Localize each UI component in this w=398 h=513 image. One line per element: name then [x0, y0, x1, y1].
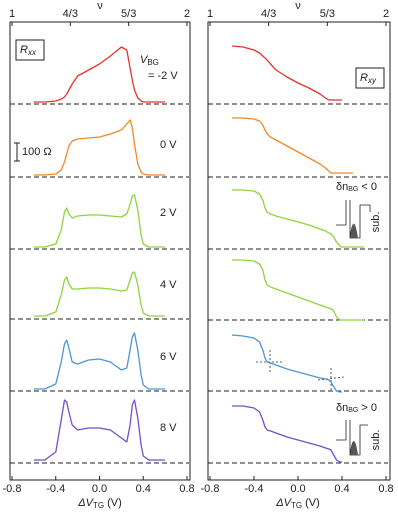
inset: δnBG > 0 sub. [336, 402, 382, 456]
inset-fill [350, 441, 358, 455]
label-box [355, 67, 385, 89]
trace [232, 259, 364, 321]
trace [33, 46, 166, 103]
top-tick-label: 2 [184, 8, 190, 20]
top-tick-label: 5/3 [121, 8, 136, 20]
x-label-sub: TG [93, 501, 104, 510]
panel-label-sub: xy [367, 76, 377, 85]
trace [231, 45, 342, 101]
inset-main: δn [336, 181, 348, 193]
inset-rest: < 0 [358, 181, 377, 193]
panel-label: Rxy [360, 72, 377, 85]
inset-main: δn [336, 402, 348, 414]
top-axis-label: ν [97, 0, 103, 12]
trace [232, 405, 342, 463]
top-tick-label: 5/3 [320, 8, 335, 20]
series-label: 6 V [160, 351, 177, 363]
inset-label: δnBG < 0 [336, 181, 377, 193]
x-tick-label: 0.0 [290, 483, 305, 495]
trace [33, 194, 166, 248]
inset: δnBG < 0 sub. [336, 181, 382, 239]
right-frame [207, 21, 391, 481]
trace [232, 117, 353, 174]
trace [33, 271, 166, 317]
trace [33, 119, 166, 176]
inset-rest: > 0 [358, 402, 377, 414]
trace [33, 332, 166, 390]
label-box [15, 39, 45, 61]
panel-label-main: R [360, 72, 368, 84]
top-tick-label: 4/3 [261, 8, 276, 20]
x-tick-label: 0.8 [378, 483, 393, 495]
x-tick-label: 0.4 [136, 483, 151, 495]
inset-side: sub. [370, 430, 382, 451]
top-axis-label: ν [295, 0, 301, 12]
trace [232, 189, 364, 248]
gate-label-sub: BG [147, 58, 159, 67]
panel-label: Rxx [20, 44, 37, 57]
trace [231, 334, 342, 393]
x-label-main: ΔV [275, 497, 292, 509]
inset-label: δnBG > 0 [336, 402, 377, 414]
series-label: 2 V [160, 207, 177, 219]
gate-label-main: V [140, 54, 149, 66]
x-axis-label: ΔVTG (V) [77, 497, 122, 510]
x-axis-label: ΔVTG (V) [275, 497, 320, 510]
x-tick-label: -0.4 [245, 483, 264, 495]
series-label: 4 V [160, 279, 177, 291]
top-tick-label: 1 [9, 8, 15, 20]
x-label-sub: TG [291, 501, 302, 510]
top-tick-label: 1 [207, 8, 213, 20]
trace [33, 399, 166, 461]
crosshair [256, 350, 345, 392]
x-tick-label: -0.8 [201, 483, 220, 495]
x-tick-label: 0.0 [92, 483, 107, 495]
top-tick-label: 2 [383, 8, 389, 20]
inset-sub: BG [348, 407, 358, 414]
inset-sub: BG [348, 186, 358, 193]
series-label: = -2 V [148, 70, 178, 82]
gate-label: VBG [140, 54, 159, 67]
inset-side: sub. [370, 212, 382, 233]
x-label-unit: (V) [302, 497, 320, 509]
x-tick-label: -0.8 [3, 483, 22, 495]
x-tick-label: -0.4 [46, 483, 65, 495]
x-label-unit: (V) [104, 497, 122, 509]
panel-label-main: R [20, 44, 28, 56]
series-label: 8 V [160, 422, 177, 434]
x-label-main: ΔV [77, 497, 94, 509]
x-tick-label: 0.4 [334, 483, 349, 495]
inset-fill [350, 225, 358, 238]
scale-bar-label: 100 Ω [22, 146, 52, 158]
x-tick-label: 0.8 [179, 483, 194, 495]
top-tick-label: 4/3 [63, 8, 78, 20]
left-frame [9, 21, 191, 481]
series-label: 0 V [160, 139, 177, 151]
panel-label-sub: xx [27, 48, 37, 57]
